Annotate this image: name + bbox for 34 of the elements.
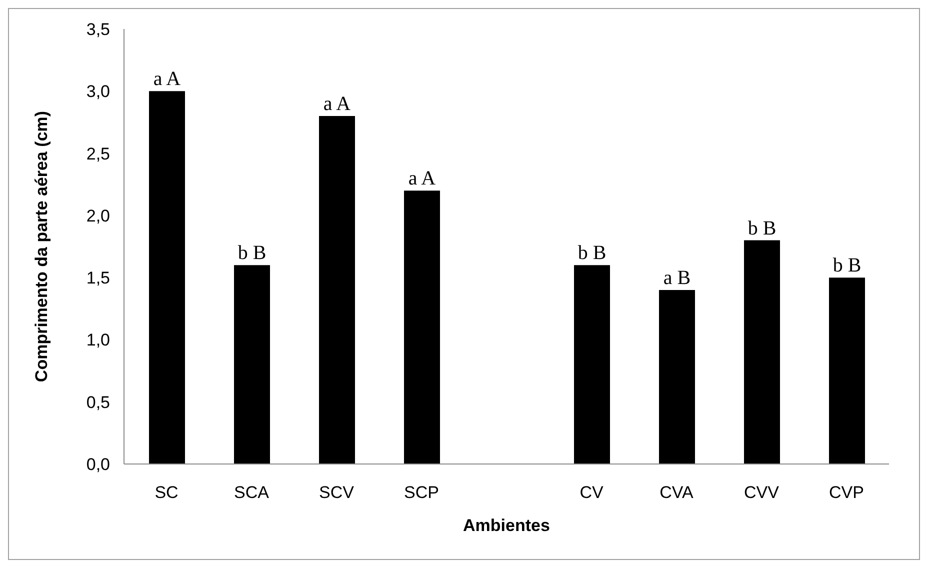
data-label: a A (408, 168, 436, 190)
y-tick-label: 0,0 (86, 455, 110, 474)
y-tick-label: 2,0 (86, 206, 110, 226)
bar (744, 240, 780, 464)
x-tick-label: CVA (660, 483, 694, 502)
data-label: b B (832, 254, 862, 277)
x-tick-label: CVV (744, 483, 780, 502)
data-label: b B (238, 242, 266, 264)
y-tick-label: 3,0 (86, 82, 110, 102)
y-tick-label: 0,5 (86, 392, 110, 412)
x-tick-label: CVP (829, 483, 864, 502)
y-tick-label: 1,5 (86, 268, 110, 288)
data-label: a A (153, 68, 182, 90)
bar (574, 265, 610, 464)
x-axis-title: Ambientes (463, 516, 550, 535)
bar (404, 190, 440, 464)
bar (149, 91, 185, 464)
bar (234, 265, 270, 464)
data-label: b B (748, 217, 776, 240)
x-tick-label: SCA (234, 483, 270, 502)
data-label: a B (663, 267, 691, 289)
bar (829, 278, 865, 464)
bar (659, 290, 695, 464)
y-tick-label: 2,5 (86, 144, 110, 164)
data-label: b B (578, 242, 606, 264)
bar (319, 116, 355, 464)
x-tick-label: SCP (404, 483, 439, 502)
y-tick-label: 3,5 (86, 20, 110, 40)
data-label: a A (323, 93, 352, 115)
y-axis-title: Comprimento da parte aérea (cm) (32, 110, 52, 382)
x-tick-label: SC (154, 483, 178, 502)
x-tick-label: CV (580, 483, 604, 502)
x-tick-label: SCV (319, 483, 355, 502)
y-tick-label: 1,0 (86, 330, 110, 350)
